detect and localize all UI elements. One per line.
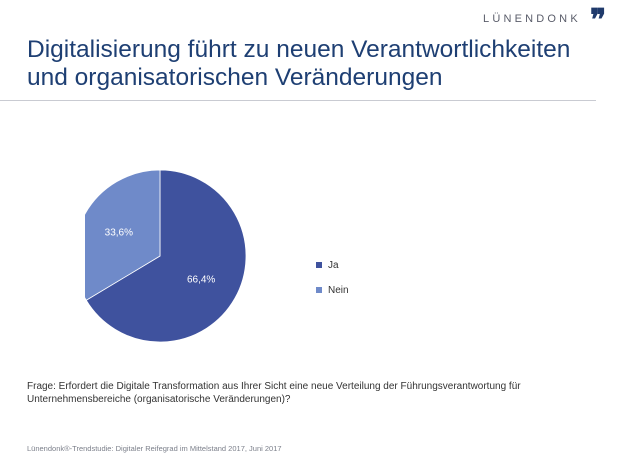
pie-slice-ja — [85, 170, 247, 343]
legend-item-nein: Nein — [316, 281, 349, 299]
survey-question: Frage: Erfordert die Digitale Transforma… — [27, 381, 521, 405]
legend-label-nein: Nein — [328, 284, 349, 296]
brand-quote-icon: ❞ — [590, 3, 607, 38]
brand-logo-text: LÜNENDONK — [483, 13, 581, 25]
data-label-nein: 33,6% — [105, 228, 133, 239]
pie-chart: 66,4% 33,6% — [85, 170, 247, 343]
source-note: Lünendonk®-Trendstudie: Digitaler Reifeg… — [27, 444, 282, 453]
legend-swatch-nein — [316, 287, 322, 293]
legend-item-ja: Ja — [316, 256, 349, 274]
chart-legend: Ja Nein — [316, 256, 349, 306]
legend-label-ja: Ja — [328, 259, 339, 271]
legend-swatch-ja — [316, 262, 322, 268]
data-label-ja: 66,4% — [187, 274, 215, 285]
page-title: Digitalisierung führt zu neuen Verantwor… — [27, 36, 571, 91]
title-divider — [0, 100, 596, 101]
pie-slice-nein — [85, 170, 161, 301]
